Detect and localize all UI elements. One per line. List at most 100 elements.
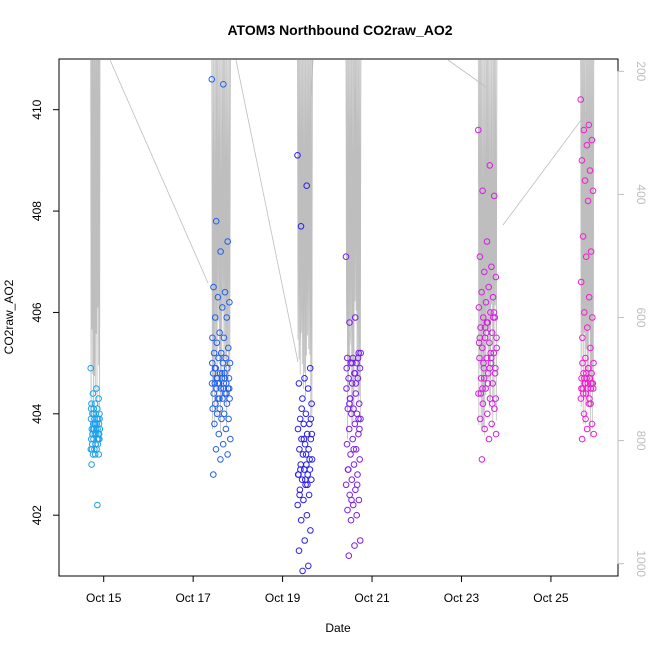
data-point — [209, 405, 216, 413]
y2-tick-label: 800 — [634, 431, 648, 451]
data-point — [308, 476, 315, 484]
data-point — [346, 319, 353, 326]
data-point — [209, 334, 216, 342]
data-point — [227, 435, 234, 443]
data-point — [216, 329, 223, 337]
pressure-trace — [345, 59, 362, 440]
data-point — [225, 375, 233, 382]
data-point — [95, 395, 102, 402]
data-point — [478, 288, 485, 296]
data-point — [351, 542, 358, 549]
data-point — [344, 354, 351, 362]
data-point — [304, 471, 312, 478]
data-point — [487, 309, 494, 316]
data-point — [483, 354, 491, 362]
data-point — [483, 238, 491, 245]
data-point — [478, 456, 486, 463]
data-point — [577, 395, 585, 402]
pressure-trace — [90, 59, 101, 429]
data-point — [295, 380, 303, 387]
data-point — [348, 410, 355, 418]
x-tick-label: Oct 19 — [265, 591, 301, 605]
data-point — [581, 375, 588, 382]
data-point — [304, 385, 312, 392]
data-point — [579, 359, 586, 367]
data-point — [219, 440, 227, 448]
data-point — [299, 451, 307, 458]
pressure-transit — [299, 59, 314, 346]
data-point — [485, 283, 493, 291]
data-point — [302, 410, 310, 418]
data-point — [481, 425, 488, 433]
data-point — [226, 395, 233, 402]
data-point — [343, 440, 351, 448]
data-point — [212, 217, 220, 225]
data-point — [210, 390, 217, 397]
data-point — [89, 390, 97, 397]
data-point — [303, 511, 311, 519]
data-point — [584, 324, 591, 331]
data-point — [296, 446, 303, 453]
data-point — [582, 415, 589, 423]
data-point — [219, 304, 226, 311]
data-point — [300, 496, 307, 504]
data-point — [355, 400, 363, 408]
data-point — [350, 446, 358, 453]
pressure-lines — [90, 59, 595, 440]
data-point — [475, 126, 482, 134]
chart-title: ATOM3 Northbound CO2raw_AO2 — [227, 22, 452, 38]
data-point — [585, 293, 593, 301]
data-point — [486, 339, 493, 347]
pressure-trace — [477, 59, 498, 436]
data-point — [223, 390, 230, 397]
data-point — [587, 248, 595, 255]
data-point — [481, 268, 488, 276]
data-point — [348, 496, 355, 504]
data-point — [303, 430, 311, 438]
data-point — [351, 420, 359, 428]
data-point — [306, 456, 313, 463]
data-point — [484, 380, 492, 387]
data-point — [477, 324, 484, 331]
data-point — [589, 380, 596, 387]
data-point — [476, 415, 484, 423]
data-point — [578, 375, 585, 382]
data-point — [92, 440, 99, 448]
data-point — [297, 516, 305, 524]
pressure-trace — [580, 59, 595, 439]
x-tick-label: Oct 23 — [444, 591, 480, 605]
data-point — [220, 410, 228, 418]
data-point — [213, 410, 221, 418]
data-point — [213, 375, 220, 382]
data-point — [296, 491, 303, 499]
data-point — [346, 400, 353, 408]
data-point — [219, 395, 226, 402]
data-point — [484, 410, 491, 418]
data-point — [208, 76, 216, 83]
data-point — [226, 359, 234, 367]
data-point — [577, 278, 585, 286]
data-point — [301, 537, 309, 544]
data-point — [93, 385, 100, 392]
data-point — [342, 253, 350, 261]
data-point — [344, 506, 351, 514]
data-point — [217, 248, 224, 255]
data-point — [217, 385, 225, 392]
data-point — [486, 364, 493, 372]
data-point — [216, 405, 224, 413]
data-point — [354, 354, 362, 362]
data-point — [489, 400, 496, 408]
data-point — [352, 380, 360, 387]
y-tick-label: 410 — [30, 99, 44, 119]
data-point — [354, 471, 361, 478]
data-point — [298, 435, 305, 443]
data-point — [350, 461, 358, 468]
data-point — [209, 359, 216, 367]
data-point — [492, 430, 500, 438]
data-point — [95, 451, 103, 458]
data-point — [301, 375, 308, 382]
data-point — [308, 456, 316, 463]
pressure-transit — [235, 59, 299, 363]
data-point — [476, 253, 484, 261]
data-point — [308, 430, 316, 438]
